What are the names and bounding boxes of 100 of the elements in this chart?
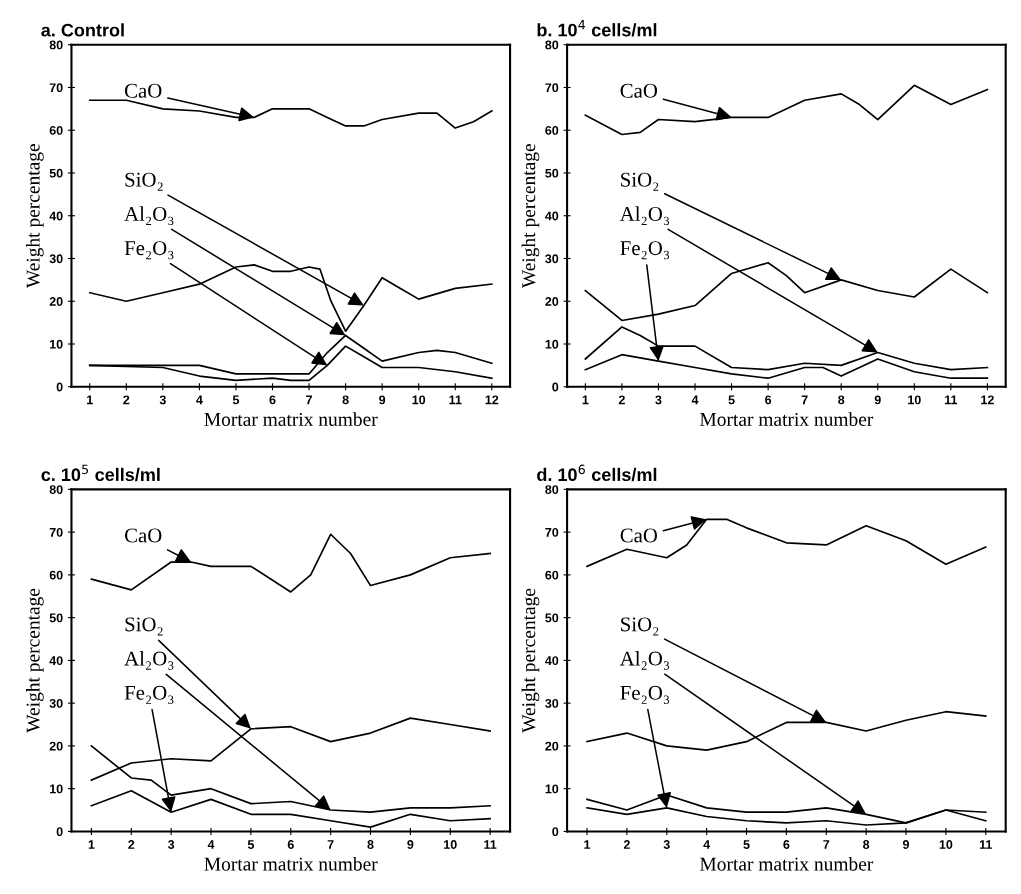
- annotation: Fe₂O₃: [620, 241, 670, 260]
- x-tick-label: 10: [444, 840, 457, 849]
- y-tick-label: 10: [545, 339, 559, 349]
- annotation: Al₂O₃: [124, 650, 174, 670]
- x-tick-label: 5: [728, 395, 735, 405]
- x-tick-label: 8: [863, 840, 870, 849]
- x-tick-label: 10: [939, 840, 953, 849]
- annotation: SiO₂: [621, 172, 659, 191]
- y-tick-label: 20: [545, 741, 559, 751]
- x-tick-label: 12: [485, 395, 499, 405]
- x-tick-label: 6: [287, 840, 294, 849]
- y-tick-label: 0: [56, 827, 63, 837]
- x-tick-label: 2: [623, 840, 630, 849]
- y-tick-label: 50: [49, 613, 63, 623]
- x-tick-label: 6: [765, 395, 772, 405]
- y-tick-label: 60: [49, 570, 63, 580]
- x-axis-title: Mortar matrix number: [204, 856, 378, 871]
- x-tick-label: 3: [167, 840, 175, 849]
- y-tick-label: 40: [49, 656, 63, 666]
- annotation: SiO₂: [621, 617, 659, 636]
- y-tick-label: 20: [49, 297, 63, 306]
- annotation: CaO: [620, 528, 658, 543]
- x-tick-label: 7: [801, 395, 808, 405]
- x-axis-title: Mortar matrix number: [204, 412, 378, 426]
- x-tick-label: 1: [87, 395, 93, 405]
- x-tick-label: 9: [407, 840, 414, 849]
- x-tick-label: 5: [232, 395, 240, 405]
- y-tick-label: 10: [50, 784, 63, 794]
- x-tick-label: 4: [196, 395, 203, 405]
- x-tick-label: 2: [618, 395, 625, 405]
- x-tick-label: 4: [691, 395, 699, 405]
- x-tick-label: 10: [412, 395, 426, 405]
- x-tick-label: 7: [823, 840, 830, 849]
- y-tick-label: 10: [50, 339, 63, 349]
- y-tick-label: 30: [49, 698, 63, 708]
- annotation: CaO: [124, 528, 162, 543]
- y-tick-label: 20: [545, 297, 559, 306]
- y-tick-label: 50: [545, 168, 559, 178]
- x-tick-label: 6: [269, 395, 276, 405]
- annotation: Fe₂O₃: [124, 685, 174, 704]
- y-tick-label: 20: [49, 741, 63, 751]
- y-tick-label: 50: [545, 613, 559, 623]
- annotation: Fe₂O₃: [124, 241, 174, 260]
- x-tick-label: 1: [88, 840, 95, 849]
- y-tick-label: 70: [545, 83, 559, 93]
- annotation: Fe₂O₃: [620, 685, 670, 704]
- y-axis-title: Weight percentage: [521, 144, 540, 289]
- x-tick-label: 4: [207, 840, 215, 849]
- x-tick-label: 7: [306, 395, 312, 405]
- y-tick-label: 70: [49, 83, 63, 93]
- x-tick-label: 10: [908, 395, 921, 405]
- x-tick-label: 6: [783, 840, 790, 849]
- x-tick-label: 11: [945, 395, 958, 405]
- x-tick-label: 9: [902, 840, 910, 849]
- annotation: SiO₂: [125, 617, 163, 636]
- x-tick-label: 5: [743, 840, 750, 849]
- x-tick-label: 11: [449, 395, 462, 405]
- x-tick-label: 1: [584, 840, 591, 849]
- chart-title: a. Control: [41, 23, 124, 37]
- y-tick-label: 60: [545, 126, 559, 135]
- x-tick-label: 3: [159, 395, 166, 405]
- x-tick-label: 8: [367, 840, 374, 849]
- annotation: CaO: [124, 83, 162, 98]
- chart-title: b. 10$^{4}$ cells/ml: [537, 20, 657, 37]
- x-tick-label: 11: [484, 840, 497, 849]
- x-tick-label: 4: [703, 840, 711, 849]
- y-tick-label: 80: [545, 40, 559, 50]
- y-tick-label: 50: [49, 168, 63, 178]
- x-tick-label: 2: [128, 840, 135, 849]
- x-axis-title: Mortar matrix number: [700, 412, 874, 426]
- y-tick-label: 40: [545, 211, 559, 221]
- y-tick-label: 0: [56, 382, 63, 392]
- chart-title: d. 10$^{6}$ cells/ml: [537, 464, 657, 482]
- x-tick-label: 12: [981, 395, 994, 405]
- y-tick-label: 40: [49, 211, 63, 221]
- x-tick-label: 3: [663, 840, 670, 849]
- x-tick-label: 3: [655, 395, 662, 405]
- y-tick-label: 60: [545, 570, 559, 580]
- y-tick-label: 60: [49, 126, 63, 135]
- y-tick-label: 30: [545, 698, 559, 708]
- y-tick-label: 0: [552, 382, 559, 392]
- y-tick-label: 30: [545, 254, 559, 264]
- annotation: Al₂O₃: [619, 650, 670, 670]
- x-tick-label: 9: [379, 395, 386, 405]
- y-tick-label: 40: [545, 656, 559, 666]
- x-tick-label: 1: [582, 395, 589, 405]
- y-axis-title: Weight percentage: [25, 144, 44, 289]
- annotation: Al₂O₃: [124, 206, 174, 226]
- x-tick-label: 2: [123, 395, 130, 405]
- y-tick-label: 10: [545, 784, 559, 794]
- y-tick-label: 70: [545, 527, 559, 537]
- x-tick-label: 8: [838, 395, 845, 405]
- x-axis-title: Mortar matrix number: [700, 856, 874, 871]
- x-tick-label: 11: [979, 840, 993, 849]
- annotation: SiO₂: [125, 172, 163, 191]
- x-tick-label: 5: [247, 840, 255, 849]
- y-tick-label: 80: [49, 485, 63, 495]
- x-tick-label: 7: [327, 840, 334, 849]
- y-axis-title: Weight percentage: [25, 588, 44, 733]
- x-tick-label: 8: [342, 395, 349, 405]
